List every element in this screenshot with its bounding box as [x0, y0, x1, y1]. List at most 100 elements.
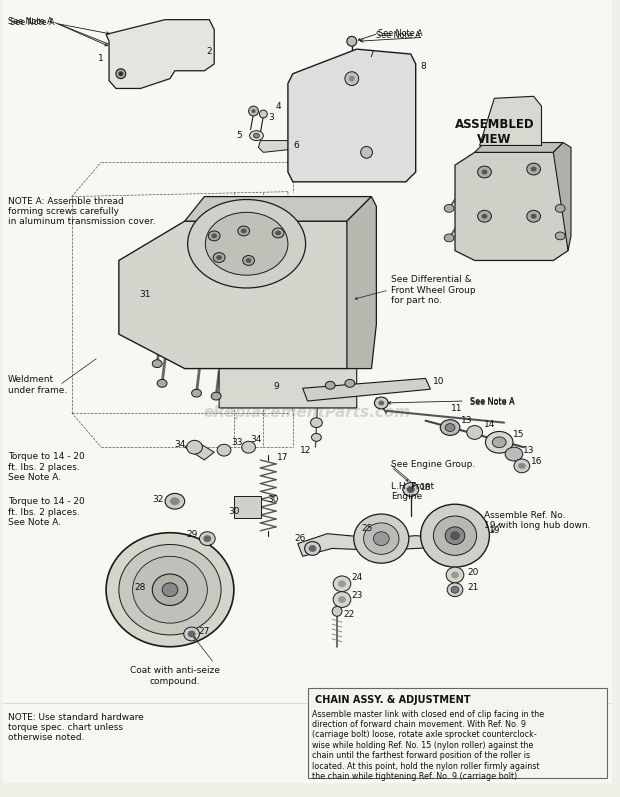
Ellipse shape: [165, 493, 185, 509]
Ellipse shape: [447, 583, 463, 597]
Ellipse shape: [440, 420, 460, 435]
Text: 30: 30: [267, 495, 279, 504]
Ellipse shape: [345, 379, 355, 387]
Text: 26: 26: [294, 534, 306, 543]
Text: Coat with anti-seize
compound.: Coat with anti-seize compound.: [130, 666, 220, 685]
Polygon shape: [475, 143, 563, 152]
Ellipse shape: [252, 109, 255, 113]
Ellipse shape: [192, 389, 202, 397]
Ellipse shape: [304, 542, 321, 556]
Ellipse shape: [338, 580, 346, 587]
Ellipse shape: [556, 232, 565, 240]
Ellipse shape: [403, 483, 418, 497]
Text: 31: 31: [140, 290, 151, 300]
Ellipse shape: [332, 607, 342, 616]
Text: See Note A: See Note A: [378, 29, 423, 38]
Bar: [308, 688, 608, 779]
Text: See Note A: See Note A: [470, 397, 515, 406]
Text: 10: 10: [433, 377, 444, 386]
Text: See Differential &
Front Wheel Group
for part no.: See Differential & Front Wheel Group for…: [391, 275, 476, 305]
Text: 2: 2: [206, 46, 212, 56]
Text: Assemble Ref. No.
19 with long hub down.: Assemble Ref. No. 19 with long hub down.: [484, 511, 591, 531]
Text: NOTE: Use standard hardware
torque spec. chart unless
otherwise noted.: NOTE: Use standard hardware torque spec.…: [8, 713, 144, 742]
Ellipse shape: [485, 431, 513, 453]
Text: See Engine Group.: See Engine Group.: [391, 460, 476, 469]
Text: 17: 17: [277, 453, 289, 461]
Ellipse shape: [250, 131, 264, 140]
Ellipse shape: [118, 71, 123, 77]
Text: See Note A: See Note A: [8, 17, 53, 26]
Text: 28: 28: [135, 583, 146, 592]
Ellipse shape: [445, 527, 465, 544]
Text: See Note A: See Note A: [376, 31, 421, 41]
Ellipse shape: [208, 231, 220, 241]
Text: 14: 14: [484, 420, 495, 429]
Ellipse shape: [477, 210, 492, 222]
Ellipse shape: [272, 228, 284, 238]
Polygon shape: [455, 152, 568, 261]
Text: Torque to 14 - 20
ft. lbs. 2 places.
See Note A.: Torque to 14 - 20 ft. lbs. 2 places. See…: [8, 452, 84, 482]
Ellipse shape: [188, 199, 306, 288]
Ellipse shape: [361, 147, 373, 159]
Ellipse shape: [451, 587, 459, 593]
Ellipse shape: [527, 163, 541, 175]
Text: 23: 23: [351, 591, 363, 600]
Ellipse shape: [311, 418, 322, 427]
Text: 6: 6: [293, 141, 299, 150]
Text: L.H. Front
Engine: L.H. Front Engine: [391, 481, 434, 501]
Ellipse shape: [184, 627, 200, 641]
Bar: [234, 497, 262, 518]
Polygon shape: [553, 143, 571, 250]
Ellipse shape: [378, 401, 384, 406]
Text: Torque to 14 - 20
ft. lbs. 2 places.
See Note A.: Torque to 14 - 20 ft. lbs. 2 places. See…: [8, 497, 84, 527]
Ellipse shape: [333, 576, 351, 591]
Ellipse shape: [153, 574, 188, 606]
Ellipse shape: [242, 256, 254, 265]
Ellipse shape: [309, 545, 316, 552]
Text: 12: 12: [300, 446, 311, 454]
Ellipse shape: [311, 434, 321, 442]
Ellipse shape: [444, 234, 454, 241]
Polygon shape: [288, 49, 415, 182]
Ellipse shape: [514, 459, 529, 473]
Ellipse shape: [556, 205, 565, 212]
Text: 33: 33: [231, 438, 242, 447]
Text: See Note A: See Note A: [470, 398, 515, 407]
Ellipse shape: [451, 571, 459, 579]
Text: 20: 20: [467, 567, 479, 576]
Text: 22: 22: [343, 610, 355, 618]
Text: 19: 19: [489, 526, 500, 536]
Ellipse shape: [527, 210, 541, 222]
Text: 9: 9: [273, 382, 279, 391]
Text: See Note A: See Note A: [10, 18, 55, 26]
Ellipse shape: [275, 230, 281, 235]
Ellipse shape: [420, 505, 489, 567]
Text: ASSEMBLED
VIEW: ASSEMBLED VIEW: [454, 118, 534, 146]
Polygon shape: [219, 354, 356, 408]
Ellipse shape: [477, 166, 492, 178]
Ellipse shape: [170, 497, 180, 505]
Ellipse shape: [238, 226, 250, 236]
Ellipse shape: [217, 444, 231, 456]
Ellipse shape: [531, 214, 536, 218]
Ellipse shape: [345, 72, 359, 85]
Ellipse shape: [445, 424, 455, 431]
Ellipse shape: [374, 397, 388, 409]
Ellipse shape: [259, 110, 267, 118]
Ellipse shape: [467, 426, 482, 439]
Ellipse shape: [505, 447, 523, 461]
Ellipse shape: [373, 532, 389, 545]
Ellipse shape: [187, 440, 202, 454]
Text: 18: 18: [420, 483, 432, 492]
Text: 3: 3: [268, 113, 274, 123]
Ellipse shape: [482, 214, 487, 218]
Ellipse shape: [433, 516, 477, 556]
Text: 1: 1: [99, 54, 104, 64]
Polygon shape: [106, 20, 214, 88]
Text: NOTE A: Assemble thread
forming screws carefully
in aluminum transmission cover.: NOTE A: Assemble thread forming screws c…: [8, 197, 155, 226]
Ellipse shape: [242, 442, 255, 453]
Ellipse shape: [116, 69, 126, 79]
Ellipse shape: [213, 253, 225, 262]
Polygon shape: [185, 440, 214, 460]
Polygon shape: [298, 534, 460, 556]
